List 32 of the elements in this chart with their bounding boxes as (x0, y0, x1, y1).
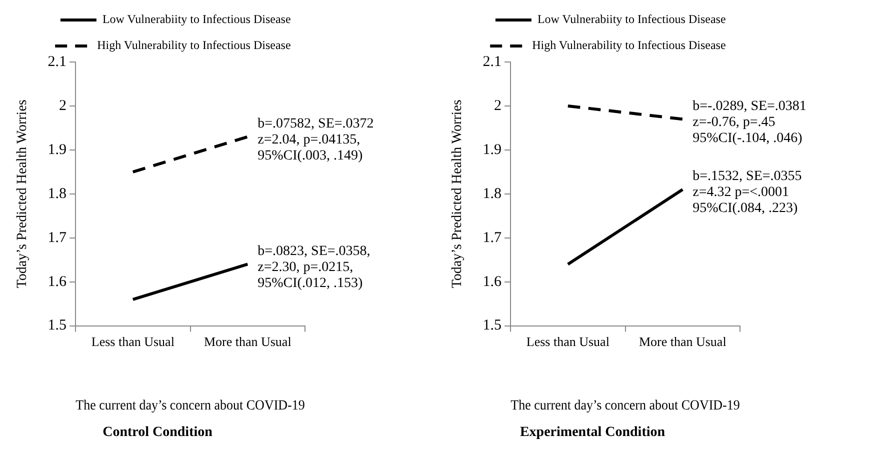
annotation: b=-.0289, SE=.0381 z=-0.76, p=.45 95%CI(-.104, .046) (692, 98, 806, 146)
y-tick-label: 1.5 (48, 318, 67, 334)
annotation: b=.1532, SE=.0355 z=4.32 p=<.0001 95%CI(.084, .223) (692, 169, 802, 216)
y-tick-label: 1.7 (48, 230, 68, 246)
y-axis-title: Today’s Predicted Health Worries (450, 100, 466, 288)
text: Experimental Condition (520, 425, 666, 440)
text: Control Condition (102, 425, 213, 440)
y-tick-label: 2.1 (482, 54, 502, 70)
y-tick-label: 1.8 (482, 186, 502, 202)
y-tick-label: 1.9 (48, 142, 67, 158)
y-tick-label: 1.6 (482, 274, 502, 290)
legend-label: Low Vulnerabiity to Infectious Disease (537, 12, 726, 26)
x-axis-title: The current day’s concern about COVID-19 (76, 397, 306, 413)
y-tick-label: 1.8 (48, 186, 67, 202)
legend-label: High Vulnerability to Infectious Disease (532, 38, 726, 52)
y-tick-label: 2.1 (48, 54, 67, 70)
y-tick-label: 2 (59, 98, 67, 114)
x-tick-label: Less than Usual (526, 334, 610, 350)
y-tick-label: 1.6 (48, 274, 68, 290)
legend-label: Low Vulnerabiity to Infectious Disease (102, 12, 291, 26)
x-tick-label: Less than Usual (91, 334, 175, 350)
y-tick-label: 1.7 (482, 230, 502, 246)
y-axis-title: Today’s Predicted Health Worries (15, 100, 30, 288)
x-tick-label: More than Usual (638, 334, 727, 350)
y-tick-label: 1.9 (482, 142, 502, 158)
x-axis-title: The current day’s concern about COVID-19 (510, 397, 740, 413)
x-tick-label: More than Usual (204, 334, 292, 350)
annotation: b=.0823, SE=.0358, z=2.30, p=.0215, 95%CI(.012, .153) (258, 244, 370, 291)
legend-label: High Vulnerability to Infectious Disease (97, 38, 291, 52)
y-tick-label: 1.5 (482, 318, 502, 334)
y-tick-label: 2 (494, 98, 502, 114)
annotation: b=.07582, SE=.0372 z=2.04, p=.04135, 95%CI(.003, .149) (258, 116, 374, 164)
